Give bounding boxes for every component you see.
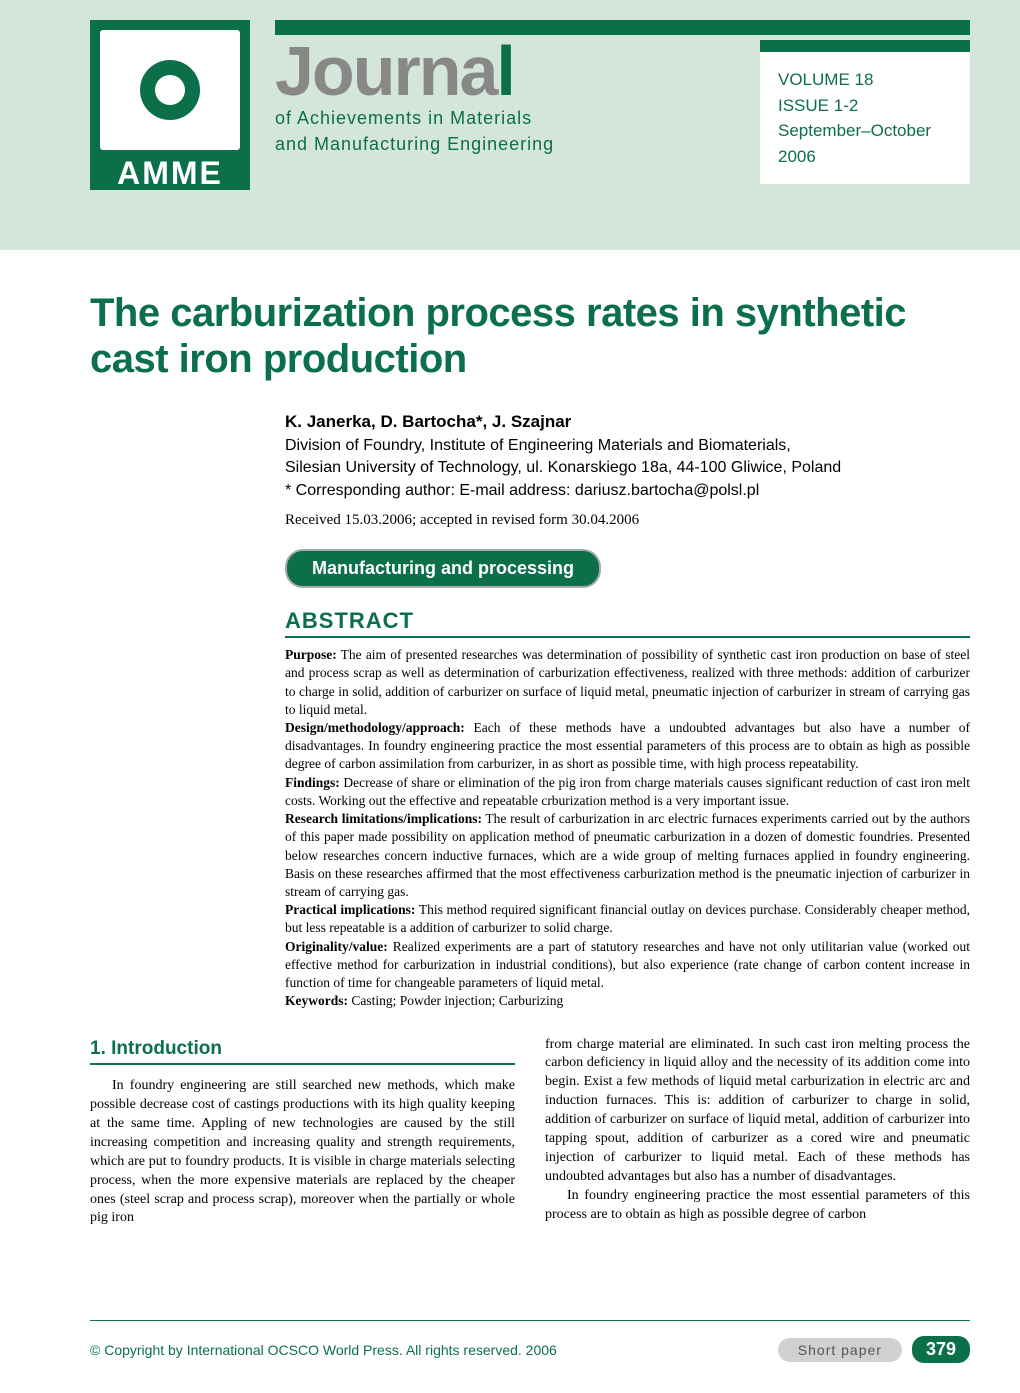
col2-para2: In foundry engineering practice the most… — [545, 1187, 970, 1225]
main-content: The carburization process rates in synth… — [0, 250, 1020, 1248]
article-dates: Received 15.03.2006; accepted in revised… — [285, 512, 970, 529]
paper-type-badge: Short paper — [778, 1338, 902, 1362]
logo-icon — [100, 30, 240, 150]
page-footer: © Copyright by International OCSCO World… — [90, 1320, 970, 1363]
logo-acronym: AMME — [100, 155, 240, 192]
volume-text: VOLUME 18 — [778, 67, 952, 93]
category-badge: Manufacturing and processing — [285, 549, 601, 588]
practical-label: Practical implications: — [285, 902, 415, 917]
keywords-label: Keywords: — [285, 993, 348, 1008]
findings-text: Decrease of share or elimination of the … — [285, 775, 970, 808]
abstract-heading: ABSTRACT — [285, 608, 970, 638]
originality-text: Realized experiments are a part of statu… — [285, 939, 970, 990]
journal-title: Journal — [275, 40, 725, 103]
originality-label: Originality/value: — [285, 939, 388, 954]
col2-para1: from charge material are eliminated. In … — [545, 1036, 970, 1187]
purpose-label: Purpose: — [285, 647, 337, 662]
column-left: 1. Introduction In foundry engineering a… — [90, 1036, 515, 1229]
design-label: Design/methodology/approach: — [285, 720, 465, 735]
keywords-text: Casting; Powder injection; Carburizing — [348, 993, 563, 1008]
journal-title-block: Journal of Achievements in Materials and… — [275, 40, 725, 155]
issue-text: ISSUE 1-2 — [778, 93, 952, 119]
affiliation-line2: Silesian University of Technology, ul. K… — [285, 457, 970, 479]
issue-info-box: VOLUME 18 ISSUE 1-2 September–October 20… — [760, 40, 970, 184]
corresponding-author: * Corresponding author: E-mail address: … — [285, 480, 970, 502]
journal-logo: AMME — [90, 20, 250, 190]
article-title: The carburization process rates in synth… — [90, 290, 970, 382]
journal-title-accent: l — [496, 32, 513, 110]
column-right: from charge material are eliminated. In … — [545, 1036, 970, 1229]
header-band: AMME Journal of Achievements in Material… — [0, 0, 1020, 250]
footer-right: Short paper 379 — [778, 1336, 970, 1363]
purpose-text: The aim of presented researches was dete… — [285, 647, 970, 717]
research-label: Research limitations/implications: — [285, 811, 482, 826]
abstract-section: Manufacturing and processing ABSTRACT Pu… — [285, 549, 970, 1010]
issue-date: September–October — [778, 118, 952, 144]
section-1-heading: 1. Introduction — [90, 1036, 515, 1066]
copyright-text: © Copyright by International OCSCO World… — [90, 1342, 557, 1358]
journal-title-main: Journa — [275, 32, 496, 110]
abstract-body: Purpose: The aim of presented researches… — [285, 646, 970, 1010]
body-columns: 1. Introduction In foundry engineering a… — [90, 1036, 970, 1229]
page-number-badge: 379 — [912, 1336, 970, 1363]
issue-year: 2006 — [778, 144, 952, 170]
journal-subtitle-1: of Achievements in Materials — [275, 108, 725, 129]
affiliation-line1: Division of Foundry, Institute of Engine… — [285, 435, 970, 457]
authors: K. Janerka, D. Bartocha*, J. Szajnar — [285, 412, 970, 432]
col1-para1: In foundry engineering are still searche… — [90, 1077, 515, 1228]
journal-subtitle-2: and Manufacturing Engineering — [275, 134, 725, 155]
author-block: K. Janerka, D. Bartocha*, J. Szajnar Div… — [285, 412, 970, 529]
findings-label: Findings: — [285, 775, 340, 790]
